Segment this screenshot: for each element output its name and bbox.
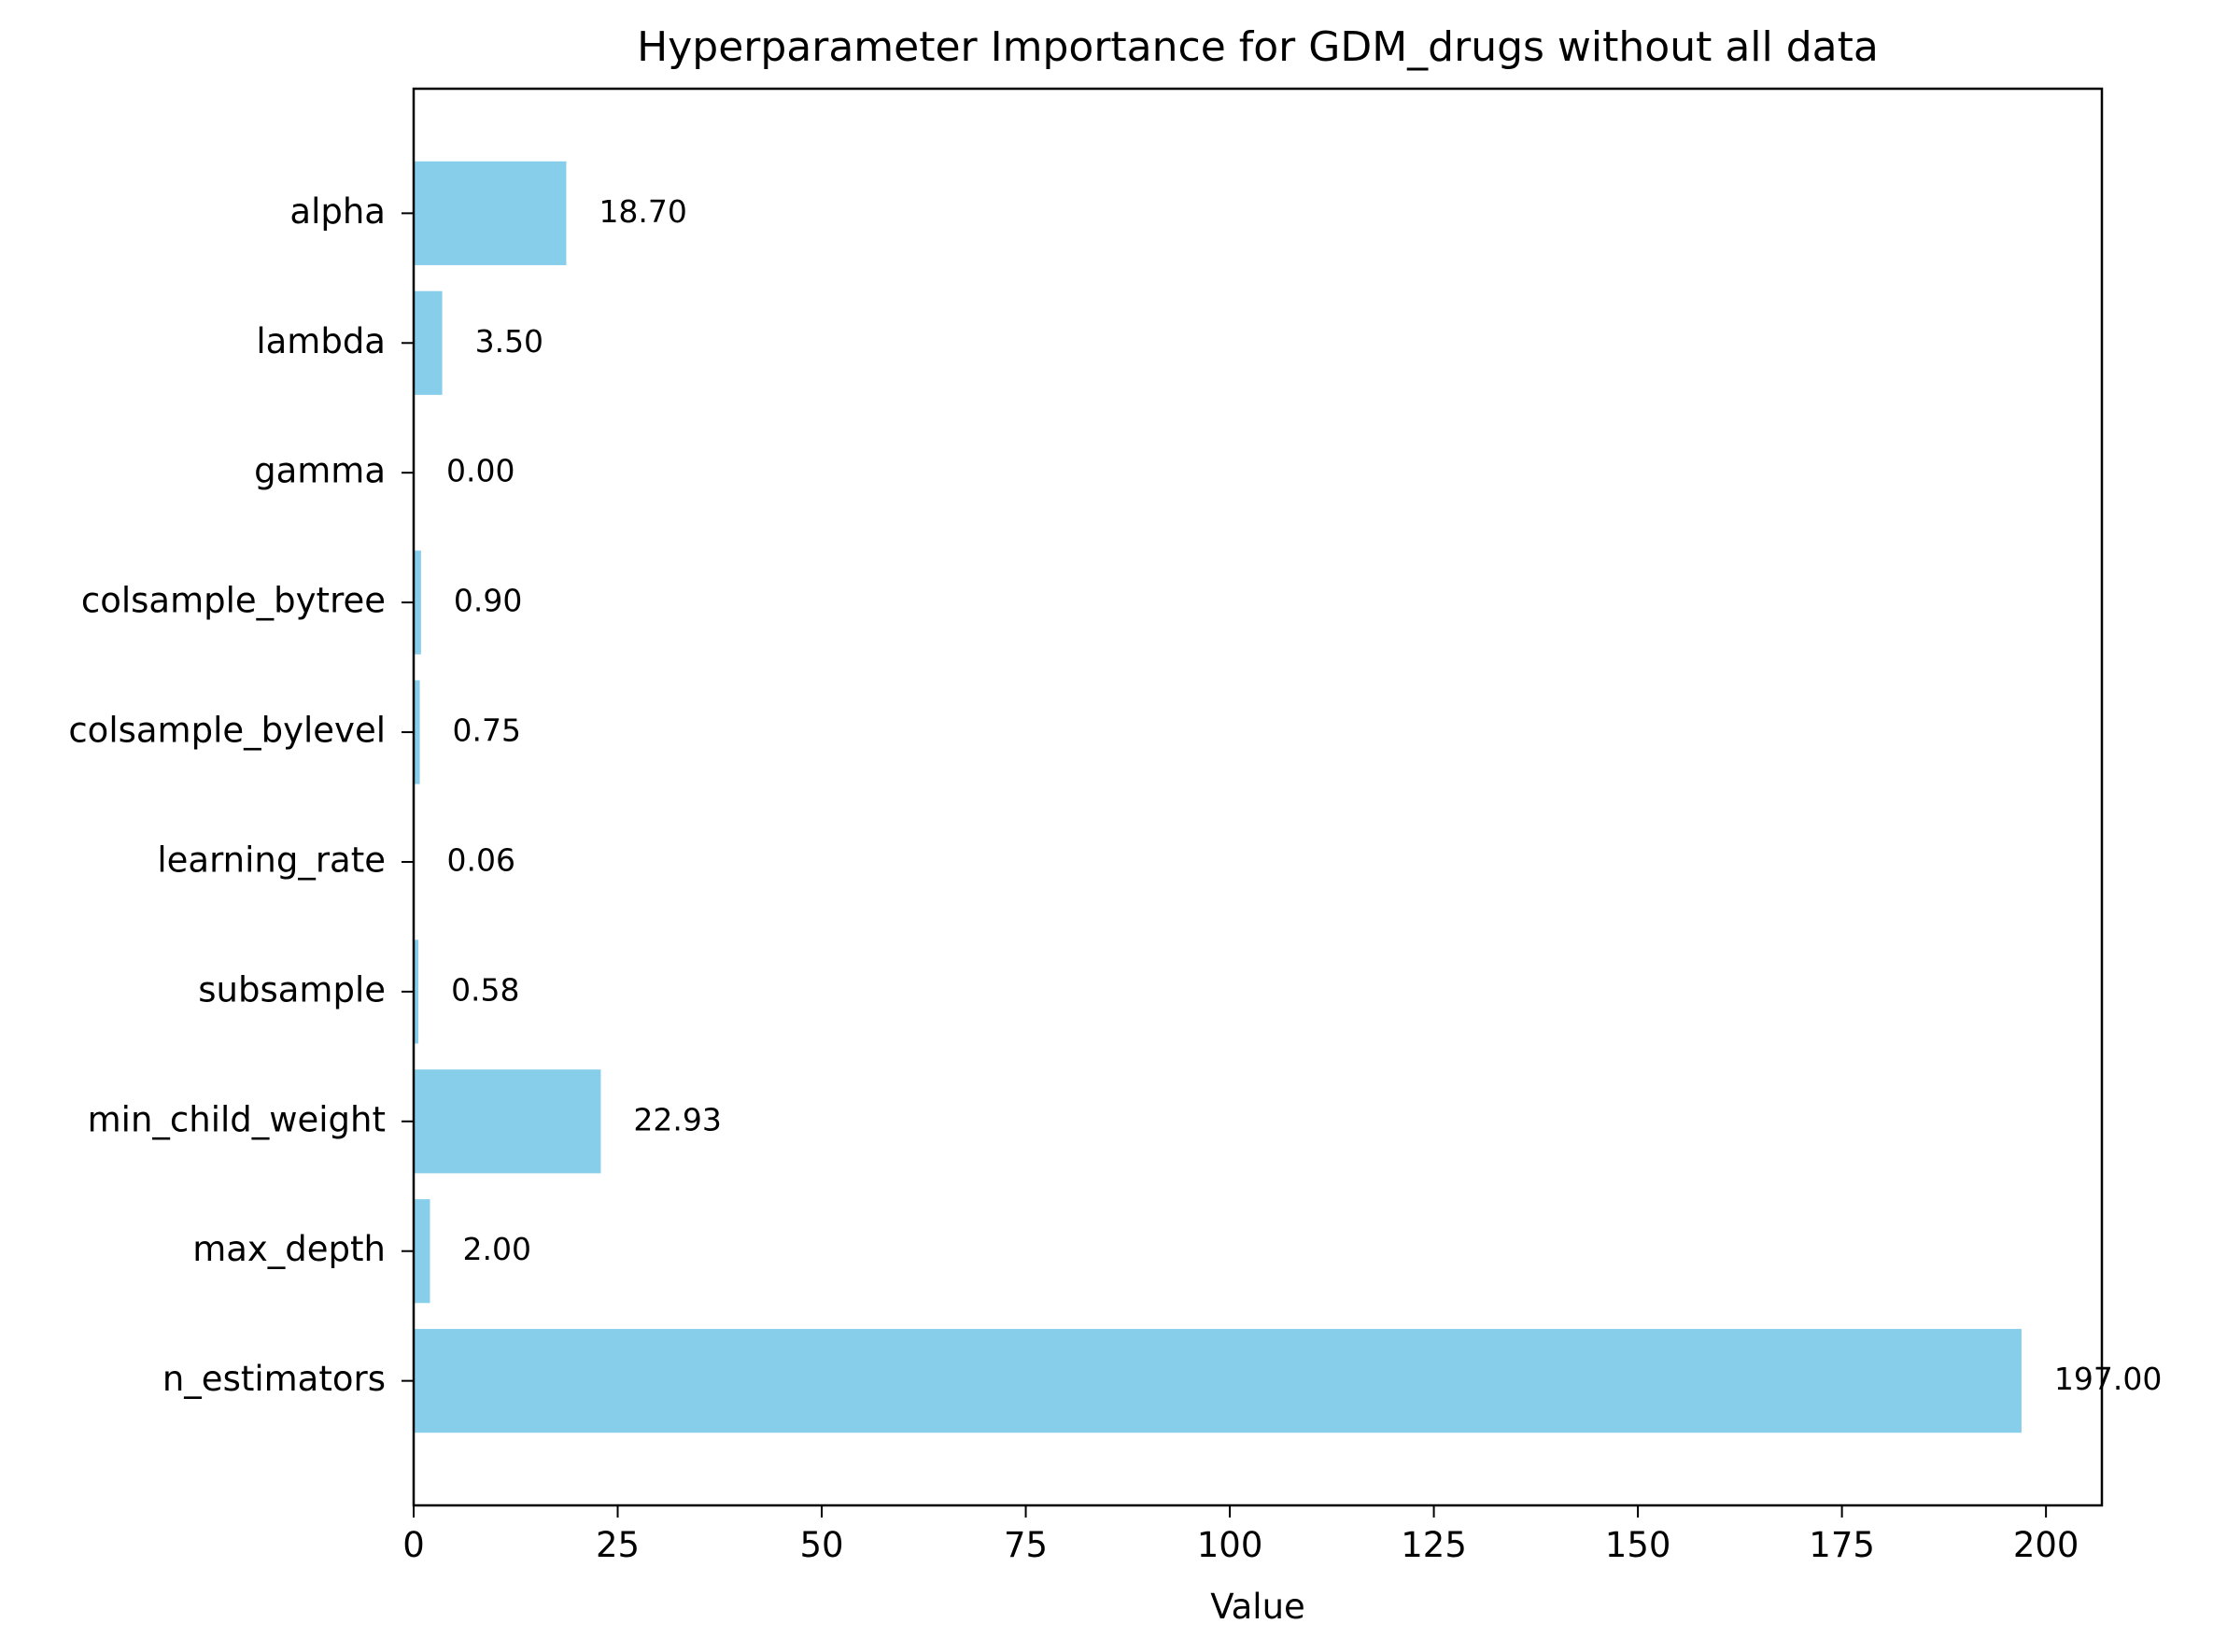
bar-max-depth [414, 1199, 430, 1304]
data-label-subsample: 0.58 [451, 971, 519, 1008]
y-tick-label-alpha: alpha [289, 191, 386, 232]
x-tick-label-50: 50 [799, 1525, 843, 1565]
plot-frame [412, 87, 2104, 1507]
y-tick-label-learning-rate: learning_rate [157, 840, 386, 880]
data-label-learning-rate: 0.06 [447, 841, 515, 878]
data-label-gamma: 0.00 [446, 453, 514, 489]
data-label-n-estimators: 197.00 [2054, 1361, 2162, 1397]
x-axis-label: Value [1210, 1587, 1305, 1627]
data-label-colsample-bytree: 0.90 [454, 583, 522, 619]
y-tick-label-gamma: gamma [254, 451, 386, 491]
bar-n-estimators [414, 1329, 2022, 1433]
bar-lambda [414, 290, 443, 395]
y-tick-label-colsample-bylevel: colsample_bylevel [68, 711, 386, 751]
data-label-max-depth: 2.00 [462, 1231, 530, 1267]
data-label-colsample-bylevel: 0.75 [453, 713, 521, 749]
bar-alpha [414, 161, 567, 265]
y-tick-label-lambda: lambda [256, 321, 386, 361]
bar-colsample-bytree [414, 550, 421, 655]
x-tick-label-125: 125 [1401, 1525, 1467, 1565]
x-tick-label-200: 200 [2013, 1525, 2079, 1565]
bar-subsample [414, 939, 419, 1044]
data-label-lambda: 3.50 [475, 323, 543, 360]
y-tick-label-min-child-weight: min_child_weight [88, 1099, 386, 1139]
x-tick-label-75: 75 [1004, 1525, 1048, 1565]
bar-min-child-weight [414, 1069, 601, 1174]
data-label-min-child-weight: 22.93 [633, 1101, 721, 1137]
bars-layer [414, 161, 2022, 1433]
bar-colsample-bylevel [414, 680, 420, 784]
x-tick-label-100: 100 [1197, 1525, 1263, 1565]
x-tick-label-0: 0 [402, 1525, 425, 1565]
x-tick-label-150: 150 [1605, 1525, 1671, 1565]
value-labels-layer: 197.00 2.00 22.93 0.58 0.06 0.75 0.90 0.00 3.50 1… [446, 193, 2162, 1397]
x-tick-label-175: 175 [1809, 1525, 1875, 1565]
x-tick-label-25: 25 [596, 1525, 640, 1565]
y-axis: n_estimators max_depth min_child_weight sub… [68, 191, 414, 1399]
chart-title: Hyperparameter Importance for GDM_drugs … [637, 23, 1879, 71]
y-tick-label-n-estimators: n_estimators [162, 1359, 386, 1399]
y-tick-label-colsample-bytree: colsample_bytree [81, 581, 386, 621]
y-tick-label-max-depth: max_depth [192, 1229, 386, 1269]
x-axis: 0 25 50 75 100 125 150 175 200 [402, 1505, 2079, 1565]
y-tick-label-subsample: subsample [198, 969, 386, 1010]
data-label-alpha: 18.70 [599, 193, 686, 230]
